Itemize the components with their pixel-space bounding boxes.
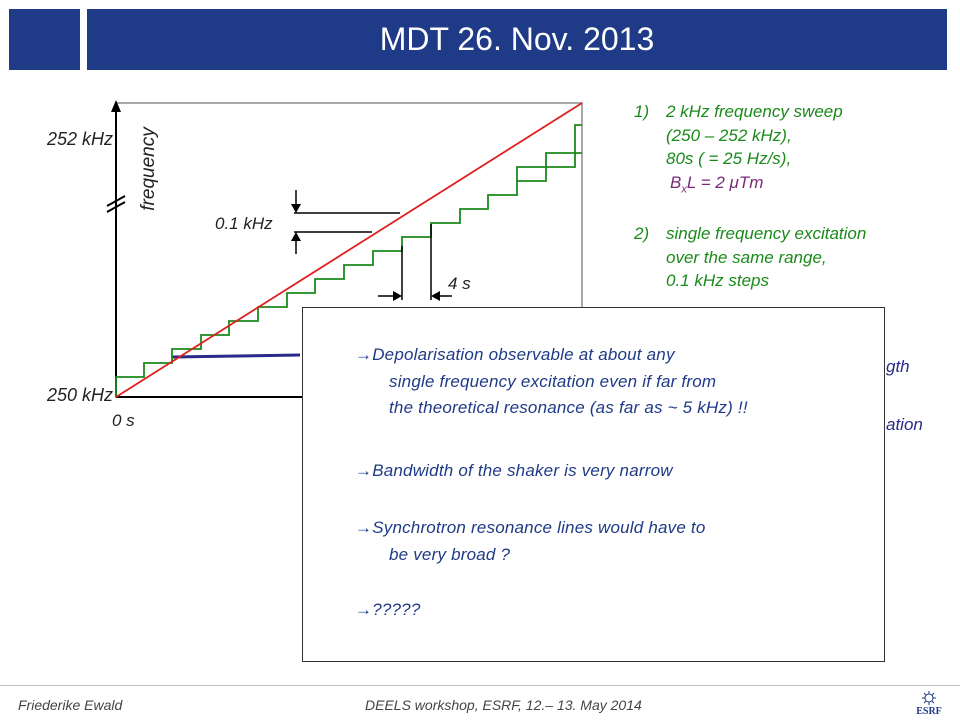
conclusions-popup: →Depolarisation observable at about any … — [302, 307, 885, 662]
single-excitation-line — [171, 353, 301, 359]
frequency-sweep-line — [115, 102, 583, 398]
field-integral: BxL = 2 μTm — [670, 172, 764, 195]
footer-event: DEELS workshop, ESRF, 12.– 13. May 2014 — [365, 697, 642, 713]
y-bottom-label: 250 kHz — [47, 385, 114, 405]
step-width-label: 4 s — [448, 274, 471, 293]
x-origin-label: 0 s — [112, 411, 135, 430]
esrf-logo-text: ESRF — [916, 706, 942, 717]
list-fragment-1: gth — [886, 357, 910, 376]
y-axis-label: frequency — [138, 127, 159, 211]
step-height-label: 0.1 kHz — [215, 214, 273, 233]
popup-point-1: →Depolarisation observable at about any — [355, 345, 675, 364]
list-item-sweep: 1) 2 kHz frequency sweep (250 – 252 kHz)… — [634, 100, 954, 201]
header-square — [9, 9, 80, 70]
header-bar — [87, 9, 947, 70]
popup-point-3: →Synchrotron resonance lines would have … — [355, 518, 706, 537]
footer-divider — [0, 685, 960, 686]
axis-break-1 — [106, 195, 126, 207]
slide-title: MDT 26. Nov. 2013 — [379, 21, 655, 57]
footer-author: Friederike Ewald — [18, 697, 123, 713]
y-top-label: 252 kHz — [47, 129, 114, 149]
list-item-single: 2) single frequency excitation over the … — [634, 224, 867, 291]
popup-point-4: →????? — [355, 600, 421, 619]
axis-break-2 — [106, 201, 126, 213]
esrf-logo-icon — [922, 691, 936, 705]
esrf-logo: ESRF — [906, 688, 952, 718]
popup-point-2: →Bandwidth of the shaker is very narrow — [355, 461, 673, 480]
method-list: 1) 2 kHz frequency sweep (250 – 252 kHz)… — [634, 100, 954, 293]
y-axis-arrow — [111, 100, 121, 112]
list-fragment-2: ation — [886, 415, 923, 434]
